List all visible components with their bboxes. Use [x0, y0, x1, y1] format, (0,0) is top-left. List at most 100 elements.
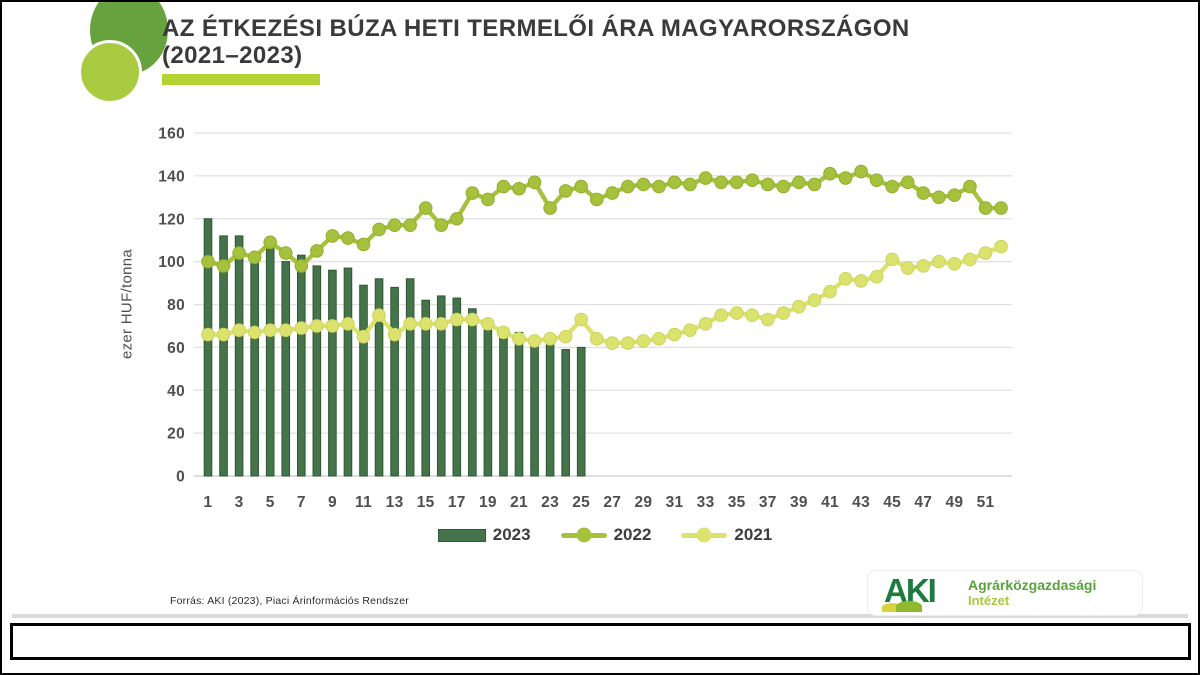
point-2021 [278, 323, 293, 338]
point-2022 [807, 177, 822, 192]
point-2021 [325, 319, 340, 333]
bar-2023 [328, 269, 337, 477]
point-2021 [574, 312, 589, 327]
y-tick-label: 60 [167, 340, 185, 357]
source-note: Forrás: AKI (2023), Piaci Árinformációs … [170, 595, 409, 607]
bar-2023 [545, 342, 555, 477]
page-title-line1: AZ ÉTKEZÉSI BÚZA HETI TERMELŐI ÁRA MAGYA… [162, 15, 910, 42]
y-tick-label: 140 [158, 168, 185, 185]
x-tick-label: 51 [977, 494, 995, 511]
point-2022 [667, 175, 682, 190]
point-2022 [916, 186, 931, 200]
point-2022 [356, 237, 371, 252]
legend-item-2021: 2021 [681, 525, 772, 545]
x-tick-label: 1 [204, 494, 213, 511]
bar-2023 [483, 329, 493, 477]
point-2022 [963, 179, 977, 194]
point-2021 [450, 312, 464, 327]
point-2021 [589, 332, 604, 346]
legend-swatch-2023 [437, 528, 486, 542]
point-2021 [512, 332, 526, 346]
point-2022 [776, 179, 791, 194]
legend-item-2023: 2023 [437, 525, 531, 545]
point-2021 [652, 332, 666, 346]
point-2022 [387, 218, 402, 232]
legend-dot-2021 [696, 527, 712, 543]
point-2022 [278, 246, 293, 260]
point-2021 [496, 325, 511, 340]
point-2022 [543, 201, 557, 215]
bar-2023 [421, 299, 430, 477]
point-2021 [403, 316, 417, 331]
line-path-2022 [205, 169, 1004, 269]
point-2021 [294, 321, 309, 335]
y-tick-label: 80 [167, 297, 185, 314]
point-2022 [885, 179, 900, 194]
y-tick-label: 40 [167, 383, 185, 400]
point-2022 [403, 218, 417, 232]
point-2022 [294, 259, 309, 273]
point-2022 [232, 246, 246, 260]
point-2021 [714, 308, 728, 323]
aki-logo-card: AKI Agrárközgazdasági Intézet [867, 570, 1143, 616]
point-2022 [932, 190, 946, 205]
point-2021 [885, 252, 900, 267]
bar-2023 [297, 254, 306, 477]
point-2021 [621, 336, 635, 350]
aki-logo-icon: AKI [882, 572, 958, 612]
legend-item-2022: 2022 [560, 525, 651, 545]
point-2021 [636, 334, 651, 348]
point-2021 [932, 254, 946, 269]
x-tick-label: 13 [386, 494, 404, 511]
point-2022 [481, 192, 495, 207]
point-2022 [838, 171, 853, 185]
aki-hill-icon [882, 603, 902, 612]
point-2021 [776, 306, 791, 320]
point-2021 [201, 327, 215, 342]
bar-2023 [312, 265, 322, 477]
line-2022 [201, 164, 1008, 273]
x-tick-label: 9 [328, 494, 337, 511]
aki-hill-icon [896, 601, 922, 612]
legend-dot-2022 [576, 527, 592, 543]
y-tick-label: 160 [158, 126, 185, 143]
point-2022 [854, 164, 868, 179]
point-2021 [947, 256, 962, 271]
point-2021 [916, 259, 931, 273]
bars-2023 [203, 218, 586, 477]
point-2022 [621, 179, 635, 194]
point-2021 [418, 316, 433, 331]
x-tick-label: 37 [759, 494, 777, 511]
bar-2023 [514, 331, 524, 477]
point-2021 [698, 316, 713, 331]
x-tick-label: 31 [666, 494, 684, 511]
point-2022 [341, 231, 355, 245]
bar-2023 [343, 267, 353, 477]
legend-label-2021: 2021 [734, 525, 773, 544]
brand-circle-light [78, 40, 142, 104]
point-2021 [807, 293, 822, 308]
x-tick-label: 47 [914, 494, 932, 511]
title-underline [162, 74, 320, 85]
point-2021 [434, 316, 449, 331]
line-path-2021 [205, 244, 1004, 346]
bar-2023 [530, 340, 539, 477]
legend-swatch-2021 [681, 527, 728, 543]
bar-2023 [561, 349, 570, 477]
point-2021 [543, 332, 557, 346]
point-2022 [372, 222, 386, 237]
point-2022 [201, 254, 215, 269]
point-2021 [558, 329, 573, 344]
point-2021 [481, 316, 495, 331]
point-2022 [698, 171, 713, 185]
point-2021 [745, 308, 760, 323]
point-2021 [356, 329, 371, 344]
point-2022 [823, 166, 837, 181]
point-2021 [854, 274, 868, 288]
point-2021 [310, 319, 324, 333]
x-tick-label: 11 [355, 494, 372, 511]
x-tick-label: 21 [510, 494, 528, 511]
x-tick-label: 5 [266, 494, 275, 511]
